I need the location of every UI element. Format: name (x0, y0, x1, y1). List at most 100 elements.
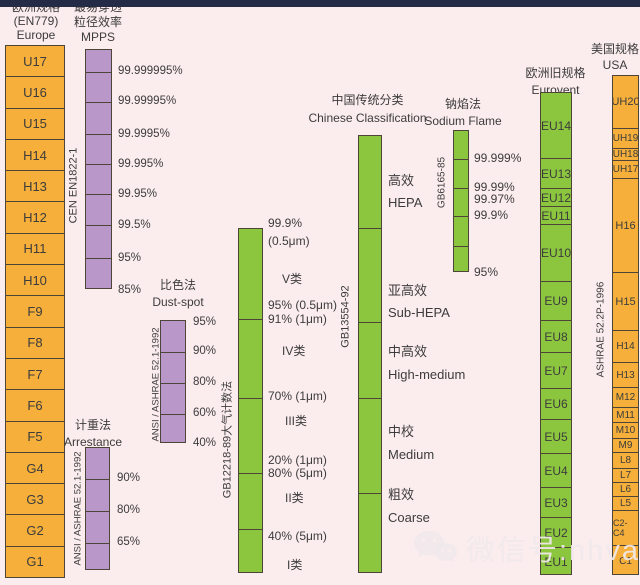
mpps-scale-label: 99.5% (118, 219, 151, 231)
chinese-class-zh: 中高效 (388, 344, 428, 359)
gb12218-label: 70% (1μm) (268, 389, 327, 403)
tick-line (86, 72, 111, 73)
en779-header-line: (EN779) (13, 14, 59, 28)
gb12218-label: 40% (5μm) (268, 529, 327, 543)
chinese-class-en: HEPA (388, 195, 423, 210)
en779-column: U17 U16 U15 H14 H13 H12 H11 H10 F9 F8 F7… (5, 45, 65, 578)
eurovent-grade-cell: EU3 (541, 488, 571, 518)
sodium-scale-label: 99.9% (474, 208, 509, 222)
usa-grade-cell: H15 (613, 273, 638, 331)
tick-line (239, 473, 262, 474)
tick-line (86, 134, 111, 135)
arrestance-header-line: Arrestance (63, 435, 123, 449)
dust-spot-scale-label: 80% (193, 376, 217, 388)
en779-grade-cell: F7 (6, 359, 64, 391)
en779-grade-cell: H12 (6, 202, 64, 234)
usa-grade-cell: L6 (613, 483, 638, 497)
footer-bar (0, 0, 640, 7)
usa-column: UH20 UH19 UH18 UH17 H16 H15 H14 H13 M12 … (612, 75, 639, 575)
en779-grade-cell: G3 (6, 484, 64, 516)
arrestance-scale-label: 90% (117, 472, 141, 484)
eurovent-grade-cell: EU14 (541, 93, 571, 159)
chinese-class-zh: 粗效 (388, 487, 415, 502)
tick-line (359, 398, 381, 399)
eurovent-grade-cell: EU11 (541, 207, 571, 225)
tick-line (86, 543, 109, 544)
usa-grade-cell: UH18 (612, 149, 639, 161)
tick-line (86, 511, 109, 512)
gb13554-bar (358, 135, 382, 573)
gb12218-standard-vlabel: GB12218-89大气计数法 (221, 380, 234, 499)
tick-line (161, 414, 185, 415)
gb12218-class-label: II类 (285, 491, 304, 505)
sodium-flame-header-line: Sodium Flame (424, 114, 502, 128)
gb12218-class-label: IV类 (282, 344, 306, 358)
sodium-flame-header: 钠焰法 Sodium Flame (417, 96, 509, 130)
tick-line (161, 383, 185, 384)
eurovent-grade-cell: EU9 (541, 282, 571, 321)
gb12218-bar (238, 228, 263, 573)
eurovent-grade-cell: EU4 (541, 454, 571, 488)
wechat-watermark: 微信号:nhvacd (412, 527, 640, 569)
chinese-class-zh: 高效 (388, 173, 415, 188)
tick-line (86, 225, 111, 226)
mpps-header-line: MPPS (80, 30, 115, 44)
chinese-classification-header: 中国传统分类 Chinese Classification (290, 91, 445, 127)
tick-line (86, 194, 111, 195)
tick-line (454, 159, 468, 160)
en779-grade-cell: G1 (26, 554, 44, 570)
mpps-scale-label: 95% (118, 252, 142, 264)
usa-standard-vlabel: ASHRAE 52.2P-1996 (595, 281, 607, 378)
mpps-scale-label: 99.99995% (118, 95, 177, 107)
usa-grade-cell: C2-C4 (613, 511, 638, 546)
chinese-class-en: Medium (388, 447, 435, 462)
tick-line (239, 529, 262, 530)
usa-header-line: USA (602, 58, 628, 72)
wechat-watermark-text: 微信号:nhvacd (466, 535, 640, 567)
usa-grade-cell: UH19 (613, 129, 638, 149)
tick-line (239, 319, 262, 320)
usa-grade-cell: M9 (613, 439, 638, 453)
eurovent-header-line: 欧洲旧规格 (525, 66, 586, 80)
usa-grade-cell: H14 (613, 331, 638, 363)
en779-grade-cell: F9 (6, 296, 64, 328)
mpps-header-line: 粒径效率 (73, 15, 122, 29)
chinese-class-en: Sub-HEPA (388, 305, 450, 320)
en779-grade-cell: G2 (6, 515, 64, 547)
chinese-classification-header-line: 中国传统分类 (331, 93, 404, 107)
tick-line (454, 246, 468, 247)
arrestance-scale-label: 65% (117, 536, 141, 548)
sodium-scale-label: 99.97% (474, 192, 515, 206)
usa-grade-cell: M12 (613, 388, 638, 408)
chinese-classification-header-line: Chinese Classification (308, 111, 427, 125)
en779-grade-cell: H10 (6, 265, 64, 297)
usa-grade-cell: UH17 (613, 161, 638, 179)
arrestance-scale-label: 80% (117, 504, 141, 516)
gb12218-label: (0.5μm) (268, 234, 310, 248)
tick-line (161, 352, 185, 353)
usa-header: 美国规格 USA (583, 41, 640, 73)
gb12218-label: 95% (0.5μm) (268, 298, 337, 312)
tick-line (454, 216, 468, 217)
gb12218-label: 20% (1μm) (268, 453, 327, 467)
chinese-class-zh: 亚高效 (388, 283, 428, 298)
eurovent-grade-cell: EU7 (541, 353, 571, 389)
chinese-class-en: Coarse (388, 510, 430, 525)
dust-spot-standard-vlabel: ANSI / ASHRAE 52.1-1992 (150, 327, 162, 442)
en779-grade-cell: H13 (6, 171, 64, 203)
en779-grade-cell: U16 (6, 77, 64, 109)
mpps-scale-label: 99.995% (118, 158, 164, 170)
en779-grade-cell: F8 (6, 328, 64, 359)
en779-grade-cell: H14 (6, 140, 64, 172)
tick-line (86, 164, 111, 165)
wechat-icon (414, 531, 457, 562)
chinese-class-zh: 中校 (388, 424, 415, 439)
tick-line (454, 188, 468, 189)
tick-line (86, 479, 109, 480)
arrestance-header-line: 计重法 (74, 418, 111, 432)
sodium-flame-bar (453, 130, 469, 272)
tick-line (86, 258, 111, 259)
dust-spot-header-line: 比色法 (159, 278, 196, 292)
en779-grade-cell: G4 (6, 453, 64, 485)
tick-line (86, 102, 111, 103)
